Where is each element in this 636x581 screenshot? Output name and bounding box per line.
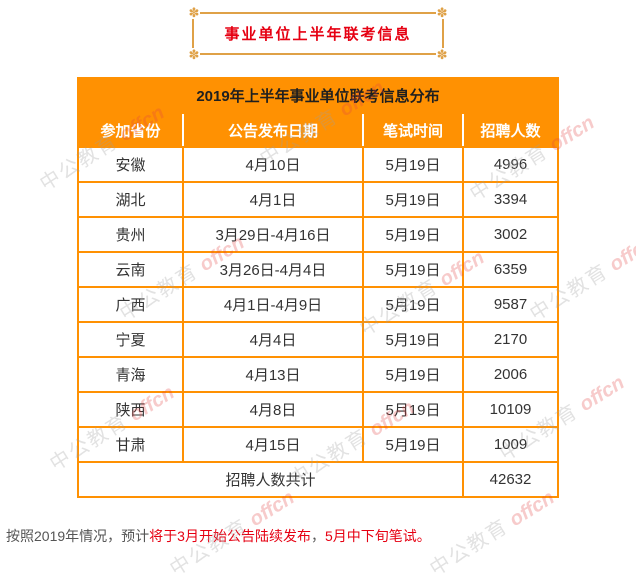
announce-date-cell: 4月1日-4月9日 [182,286,364,323]
exam-date-cell: 5月19日 [362,146,464,183]
exam-date-cell: 5月19日 [362,391,464,428]
table-row: 贵州 3月29日-4月16日 5月19日 3002 [77,216,559,253]
exam-date-cell: 5月19日 [362,216,464,253]
recruit-count-cell: 3002 [462,216,559,253]
forecast-note: 按照2019年情况，预计将于3月开始公告陆续发布，5月中下旬笔试。 [6,526,636,546]
table-row: 广西 4月1日-4月9日 5月19日 9587 [77,286,559,323]
table-row: 宁夏 4月4日 5月19日 2170 [77,321,559,358]
note-highlight-announce: 将于3月开始公告陆续发布 [149,528,311,544]
exam-date-cell: 5月19日 [362,251,464,288]
recruit-count-cell: 10109 [462,391,559,428]
note-prefix: 按照2019年情况，预计 [6,528,150,544]
flower-ornament-icon: ✽ [435,5,449,20]
province-cell: 广西 [77,286,184,323]
announce-date-cell: 4月15日 [182,426,364,463]
exam-date-cell: 5月19日 [362,426,464,463]
column-header-province: 参加省份 [77,112,184,148]
recruit-count-cell: 9587 [462,286,559,323]
announce-date-cell: 3月29日-4月16日 [182,216,364,253]
announce-date-cell: 4月1日 [182,181,364,218]
announce-date-cell: 4月13日 [182,356,364,393]
province-cell: 贵州 [77,216,184,253]
column-header-exam-date: 笔试时间 [362,112,464,148]
table-row: 安徽 4月10日 5月19日 4996 [77,146,559,183]
province-cell: 安徽 [77,146,184,183]
announce-date-cell: 4月10日 [182,146,364,183]
table-row: 陕西 4月8日 5月19日 10109 [77,391,559,428]
table-row: 青海 4月13日 5月19日 2006 [77,356,559,393]
banner-box: ✽ ✽ ✽ ✽ 事业单位上半年联考信息 [187,6,449,61]
total-label: 招聘人数共计 [77,461,464,498]
table-title: 2019年上半年事业单位联考信息分布 [77,77,559,114]
column-header-recruit-count: 招聘人数 [462,112,559,148]
table-row: 甘肃 4月15日 5月19日 1009 [77,426,559,463]
total-value: 42632 [462,461,559,498]
recruit-count-cell: 2006 [462,356,559,393]
exam-date-cell: 5月19日 [362,286,464,323]
recruit-count-cell: 1009 [462,426,559,463]
note-separator: ， [310,528,325,544]
total-row: 招聘人数共计 42632 [77,461,559,498]
province-cell: 湖北 [77,181,184,218]
exam-date-cell: 5月19日 [362,181,464,218]
table-row: 湖北 4月1日 5月19日 3394 [77,181,559,218]
column-header-row: 参加省份 公告发布日期 笔试时间 招聘人数 [77,112,559,148]
recruit-count-cell: 2170 [462,321,559,358]
exam-info-table: 2019年上半年事业单位联考信息分布 参加省份 公告发布日期 笔试时间 招聘人数 安徽… [77,77,559,498]
table-row: 云南 3月26日-4月4日 5月19日 6359 [77,251,559,288]
recruit-count-cell: 3394 [462,181,559,218]
recruit-count-cell: 6359 [462,251,559,288]
flower-ornament-icon: ✽ [435,47,449,62]
table-title-row: 2019年上半年事业单位联考信息分布 [77,77,559,114]
announce-date-cell: 4月8日 [182,391,364,428]
announce-date-cell: 3月26日-4月4日 [182,251,364,288]
banner-title: 事业单位上半年联考信息 [224,26,412,43]
province-cell: 宁夏 [77,321,184,358]
province-cell: 甘肃 [77,426,184,463]
recruit-count-cell: 4996 [462,146,559,183]
province-cell: 云南 [77,251,184,288]
flower-ornament-icon: ✽ [187,47,201,62]
province-cell: 陕西 [77,391,184,428]
column-header-announce-date: 公告发布日期 [182,112,364,148]
announce-date-cell: 4月4日 [182,321,364,358]
province-cell: 青海 [77,356,184,393]
note-highlight-exam: 5月中下旬笔试。 [324,528,431,544]
exam-date-cell: 5月19日 [362,356,464,393]
exam-date-cell: 5月19日 [362,321,464,358]
flower-ornament-icon: ✽ [187,5,201,20]
